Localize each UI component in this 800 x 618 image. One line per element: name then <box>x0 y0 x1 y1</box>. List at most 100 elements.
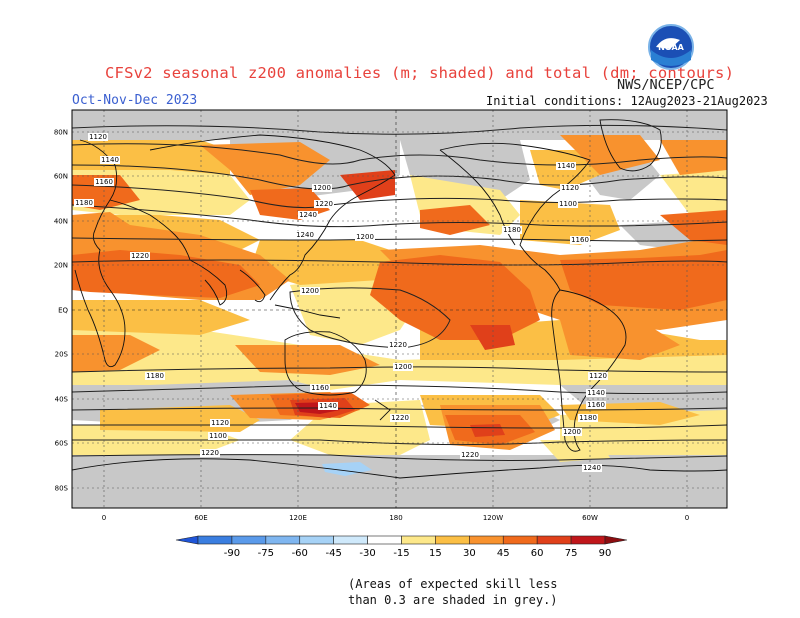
colorbar-swatch <box>197 535 233 545</box>
coastlines <box>72 119 727 479</box>
contour-label: 1120 <box>211 419 229 427</box>
colorbar-label: 60 <box>531 548 544 559</box>
contour-label-bg <box>578 414 598 422</box>
contour-label-bg <box>570 236 590 244</box>
forecast-period: Oct-Nov-Dec 2023 <box>72 93 198 108</box>
contour-label: 1140 <box>587 389 605 397</box>
colorbar-swatch <box>570 535 606 545</box>
height-contours <box>72 124 727 461</box>
map-area: 1120 1140 1160 1180 1200 1220 1240 1240 1220 1200… <box>72 110 727 508</box>
colorbar-swatch <box>435 535 470 545</box>
contour-label-bg <box>310 384 330 392</box>
contour-label-bg <box>502 226 522 234</box>
contour-label: 1220 <box>131 252 149 260</box>
lat-lon-grid <box>72 110 727 508</box>
lat-label: EQ <box>58 307 68 315</box>
noaa-logo: NOAA <box>648 24 694 70</box>
colorbar-label: 15 <box>429 548 442 559</box>
lat-label: 20N <box>54 262 68 270</box>
contour-label-bg <box>562 428 582 436</box>
contour-label: 1240 <box>299 211 317 219</box>
contour-label-bg <box>560 184 580 192</box>
colorbar-low-arrow <box>175 535 199 545</box>
contour-label: 1220 <box>201 449 219 457</box>
skill-note-line-2: than 0.3 are shaded in grey.) <box>348 593 558 607</box>
colorbar-high-arrow <box>604 535 628 545</box>
contour-label: 1140 <box>101 156 119 164</box>
colorbar-swatch <box>401 535 436 545</box>
contour-label-bg <box>314 200 334 208</box>
lat-label: 60S <box>55 440 69 448</box>
contour-label: 1160 <box>311 384 329 392</box>
contour-label: 1200 <box>563 428 581 436</box>
contour-label-bg <box>460 451 480 459</box>
colorbar-swatch <box>265 535 301 545</box>
contour-label-bg <box>388 341 408 349</box>
colorbar-swatch <box>231 535 267 545</box>
contour-label-bg <box>586 401 606 409</box>
contour-label: 1120 <box>89 133 107 141</box>
contour-label: 1100 <box>209 432 227 440</box>
contour-label: 1240 <box>583 464 601 472</box>
contour-label-bg <box>298 211 318 219</box>
agency-credit: NWS/NCEP/CPC <box>617 77 715 93</box>
contour-label-bg <box>558 200 578 208</box>
colorbar-label: -60 <box>292 548 308 559</box>
lon-label: 0 <box>685 514 689 522</box>
contour-label-bg <box>588 372 608 380</box>
contour-label: 1100 <box>559 200 577 208</box>
contour-label-bg <box>94 178 114 186</box>
lat-label: 60N <box>54 173 68 181</box>
colorbar-label: -15 <box>393 548 409 559</box>
contour-label: 1120 <box>561 184 579 192</box>
contour-label-bg <box>208 432 228 440</box>
colorbar-label: -90 <box>224 548 240 559</box>
contour-label: 1180 <box>146 372 164 380</box>
lon-label: 180 <box>389 514 402 522</box>
contour-label: 1160 <box>95 178 113 186</box>
map-frame <box>71 109 728 509</box>
contour-label: 1220 <box>389 341 407 349</box>
contour-label: 1200 <box>394 363 412 371</box>
contour-label-bg <box>586 389 606 397</box>
contour-label: 1180 <box>579 414 597 422</box>
colorbar-label: 45 <box>497 548 510 559</box>
lat-label: 80S <box>55 485 69 493</box>
contour-label-bg <box>200 449 220 457</box>
colorbar-label: -45 <box>325 548 341 559</box>
contour-label: 1140 <box>557 162 575 170</box>
contour-label: 1160 <box>571 236 589 244</box>
contour-label: 1200 <box>356 233 374 241</box>
contour-label: 1180 <box>503 226 521 234</box>
colorbar: -90 -75 -60 -45 -30 -15 15 30 45 60 75 90 <box>175 535 628 559</box>
lat-label: 80N <box>54 129 68 137</box>
noaa-logo-text: NOAA <box>658 43 684 52</box>
contour-label-bg <box>145 372 165 380</box>
contour-label: 1120 <box>589 372 607 380</box>
contour-label-bg <box>582 464 602 472</box>
lat-label: 40N <box>54 218 68 226</box>
contour-label-bg <box>88 133 108 141</box>
anomaly-60-75 <box>72 175 727 445</box>
contour-label: 1200 <box>301 287 319 295</box>
initial-conditions: Initial conditions: 12Aug2023-21Aug2023 <box>486 94 768 108</box>
contour-label-bg <box>295 231 315 239</box>
contour-labels: 1120 1140 1160 1180 1200 1220 1240 1240 1220 1200… <box>74 133 608 472</box>
contour-label: 1220 <box>391 414 409 422</box>
contour-label-bg <box>355 233 375 241</box>
lon-label: 120W <box>483 514 503 522</box>
lat-label: 20S <box>55 351 69 359</box>
longitude-labels: 0 60E 120E 180 120W 60W 0 <box>102 514 689 522</box>
contour-label-bg <box>390 414 410 422</box>
colorbar-swatch <box>299 535 334 545</box>
colorbar-label: -30 <box>359 548 375 559</box>
lon-label: 0 <box>102 514 106 522</box>
colorbar-swatch <box>502 535 538 545</box>
lon-label: 120E <box>289 514 307 522</box>
lon-label: 60W <box>582 514 598 522</box>
contour-label-bg <box>210 419 230 427</box>
colorbar-swatch <box>536 535 572 545</box>
contour-label-bg <box>318 402 338 410</box>
contour-label: 1160 <box>587 401 605 409</box>
